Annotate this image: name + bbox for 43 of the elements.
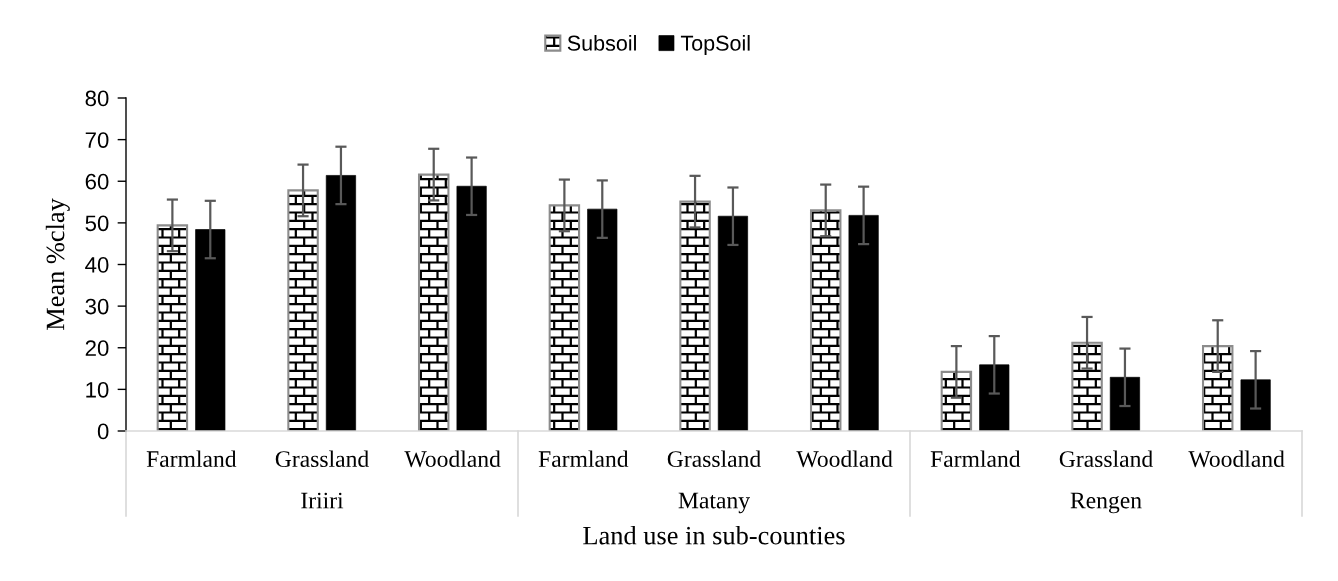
y-tick-label: 20 — [85, 340, 109, 357]
y-tick-label: 10 — [86, 381, 109, 398]
bar — [456, 185, 487, 431]
x-tick-label: Woodland — [1188, 450, 1285, 468]
bar — [979, 364, 1010, 431]
bar — [325, 175, 356, 431]
x-tick-label: Grassland — [1059, 450, 1153, 468]
y-tick-label: 70 — [85, 132, 109, 148]
bar — [195, 229, 226, 431]
bar — [1201, 345, 1234, 431]
bar — [809, 209, 842, 431]
bar — [1240, 379, 1271, 431]
bar — [679, 200, 711, 431]
x-tick-label: Farmland — [538, 450, 629, 468]
x-tick-label: Grassland — [667, 450, 761, 468]
bar — [417, 173, 450, 431]
bar — [587, 208, 618, 431]
legend-label: Subsoil — [567, 35, 636, 51]
bar — [156, 224, 189, 431]
x-tick-label: Grassland — [275, 450, 369, 468]
legend-label: TopSoil — [680, 35, 750, 56]
y-axis-title: Mean %clay — [45, 198, 70, 331]
y-tick-label: 80 — [85, 90, 109, 107]
y-tick-label: 0 — [97, 423, 109, 440]
bar — [717, 215, 748, 431]
text: Rengen — [1070, 492, 1142, 514]
y-tick-label: 50 — [85, 215, 109, 232]
x-tick-label: Woodland — [796, 450, 893, 468]
y-tick-label: 30 — [85, 298, 109, 315]
y-tick-label: 40 — [85, 257, 109, 273]
bar — [848, 215, 879, 431]
x-tick-label: Farmland — [146, 450, 237, 468]
x-tick-label: Farmland — [930, 450, 1021, 468]
text: Matany — [678, 492, 750, 514]
bar — [287, 189, 319, 431]
bar — [548, 204, 581, 431]
bar — [1071, 341, 1103, 431]
x-tick-label: Woodland — [404, 450, 501, 468]
y-tick-label: 60 — [85, 173, 109, 190]
x-axis-title: Land use in sub-counties — [583, 525, 845, 545]
bar — [940, 370, 973, 431]
bar — [1109, 376, 1140, 431]
text: Iriiri — [301, 492, 344, 509]
